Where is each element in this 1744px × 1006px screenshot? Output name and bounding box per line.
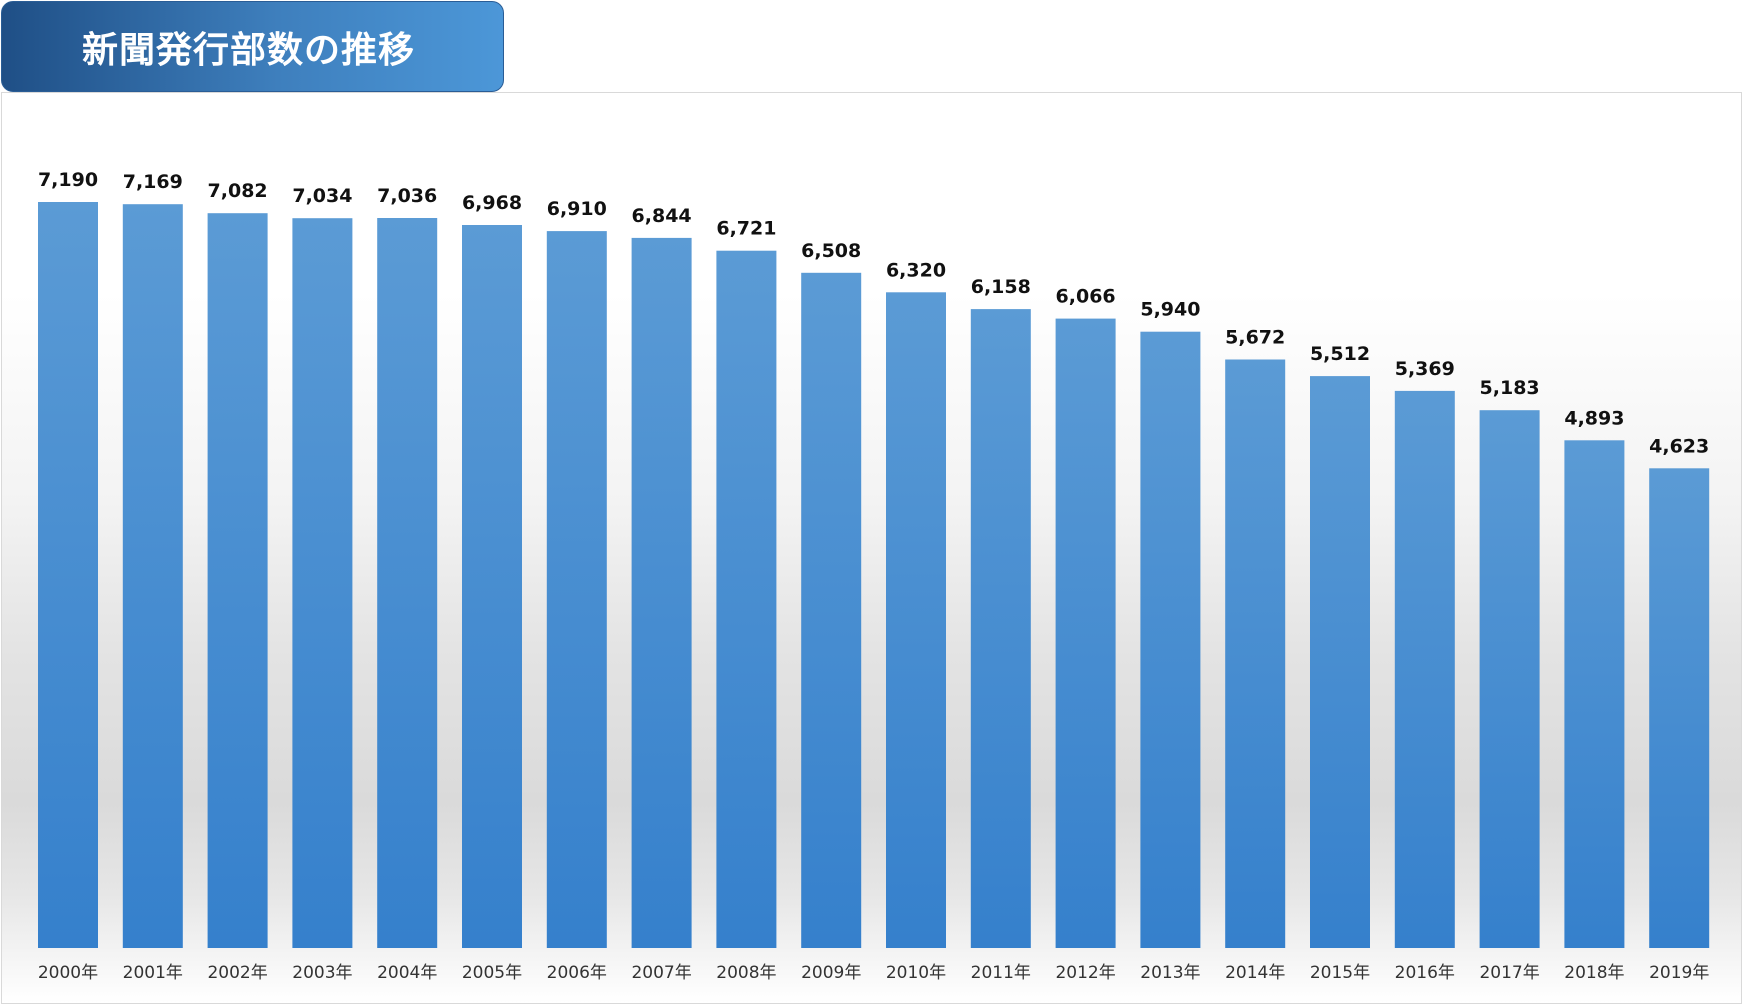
value-label: 5,940 — [1140, 299, 1200, 321]
value-label: 6,320 — [886, 259, 946, 281]
category-label: 2006年 — [547, 963, 607, 983]
category-label: 2018年 — [1564, 963, 1624, 983]
bar-2015年 — [1310, 376, 1370, 949]
bar-2019年 — [1649, 468, 1710, 948]
value-labels-layer: 7,190 7,169 7,082 7,034 7,036 6,968 6,910 6,844… — [38, 169, 1709, 457]
bar-2017年 — [1479, 410, 1540, 948]
bar-2004年 — [377, 218, 438, 948]
value-label: 5,512 — [1310, 343, 1370, 365]
category-label: 2011年 — [971, 963, 1031, 983]
bars-layer — [38, 202, 1710, 949]
bar-2000年 — [38, 202, 98, 948]
chart-title: 新聞発行部数の推移 — [82, 29, 416, 71]
value-label: 7,169 — [123, 171, 183, 193]
bar-2010年 — [886, 292, 946, 948]
bar-2011年 — [970, 309, 1031, 949]
bar-2018年 — [1564, 440, 1625, 948]
value-label: 4,893 — [1564, 407, 1624, 429]
category-label: 2000年 — [38, 963, 98, 983]
category-labels-layer: 2000年 2001年 2002年 2003年 2004年 2005年 2006年 2007年… — [38, 963, 1709, 983]
bar-2005年 — [462, 225, 522, 948]
category-label: 2007年 — [631, 963, 691, 983]
bar-2016年 — [1394, 390, 1455, 948]
bar-chart: 7,190 7,169 7,082 7,034 7,036 6,968 6,910 6,844… — [38, 169, 1710, 983]
bar-2012年 — [1055, 318, 1116, 949]
value-label: 7,034 — [292, 185, 352, 207]
value-label: 7,082 — [208, 180, 268, 202]
value-label: 7,190 — [38, 169, 98, 191]
value-label: 6,910 — [547, 198, 607, 220]
category-label: 2010年 — [886, 963, 946, 983]
category-label: 2009年 — [801, 963, 861, 983]
bar-2014年 — [1225, 359, 1286, 948]
bar-2013年 — [1140, 331, 1201, 948]
category-label: 2008年 — [716, 963, 776, 983]
category-label: 2014年 — [1225, 963, 1285, 983]
bar-2003年 — [292, 218, 353, 948]
value-label: 6,844 — [632, 205, 692, 227]
value-label: 5,369 — [1395, 358, 1455, 380]
category-label: 2001年 — [123, 963, 183, 983]
category-label: 2015年 — [1310, 963, 1370, 983]
value-label: 5,672 — [1225, 327, 1285, 349]
category-label: 2005年 — [462, 963, 522, 983]
category-label: 2017年 — [1479, 963, 1539, 983]
category-label: 2004年 — [377, 963, 437, 983]
value-label: 4,623 — [1649, 435, 1709, 457]
bar-2008年 — [716, 250, 777, 948]
bar-2006年 — [546, 231, 607, 949]
bar-2007年 — [631, 237, 692, 948]
value-label: 6,721 — [716, 218, 776, 240]
category-label: 2003年 — [292, 963, 352, 983]
category-label: 2013年 — [1140, 963, 1200, 983]
chart-title-tab: 新聞発行部数の推移 — [1, 1, 504, 92]
value-label: 6,508 — [801, 240, 861, 262]
category-label: 2019年 — [1649, 963, 1709, 983]
value-label: 6,158 — [971, 276, 1031, 298]
value-label: 6,066 — [1056, 286, 1116, 308]
bar-2001年 — [122, 204, 183, 948]
value-label: 7,036 — [377, 185, 437, 207]
category-label: 2012年 — [1055, 963, 1115, 983]
bar-2009年 — [801, 272, 862, 948]
value-label: 5,183 — [1480, 377, 1540, 399]
bar-2002年 — [207, 213, 268, 948]
value-label: 6,968 — [462, 192, 522, 214]
category-label: 2016年 — [1395, 963, 1455, 983]
chart-area: 7,190 7,169 7,082 7,034 7,036 6,968 6,910 6,844… — [1, 92, 1742, 1004]
category-label: 2002年 — [207, 963, 267, 983]
